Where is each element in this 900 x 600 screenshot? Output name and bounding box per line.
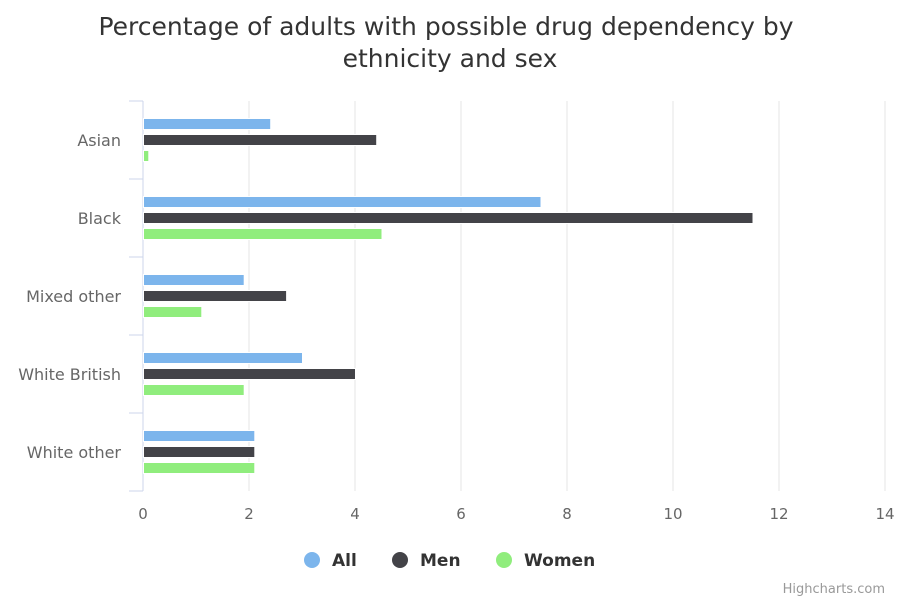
- bar-all-asian[interactable]: [143, 118, 272, 130]
- chart-title: Percentage of adults with possible drug …: [98, 12, 801, 73]
- legend-item-men[interactable]: Men: [392, 551, 461, 571]
- bar-women-black[interactable]: [143, 228, 383, 240]
- x-tick-label: 6: [456, 505, 466, 523]
- chart-title-line-1: Percentage of adults with possible drug …: [98, 12, 793, 41]
- plot-area: [143, 118, 754, 474]
- x-tick-label: 4: [350, 505, 360, 523]
- legend-item-women[interactable]: Women: [496, 551, 595, 571]
- category-label: White other: [27, 443, 122, 462]
- bar-all-black[interactable]: [143, 196, 542, 208]
- bar-all-white-british[interactable]: [143, 352, 303, 364]
- bar-women-white-other[interactable]: [143, 462, 256, 474]
- x-tick-label: 2: [244, 505, 254, 523]
- category-label: White British: [18, 365, 121, 384]
- legend-item-all[interactable]: All: [304, 551, 357, 571]
- bar-women-mixed-other[interactable]: [143, 306, 203, 318]
- bar-women-white-british[interactable]: [143, 384, 245, 396]
- bar-women-asian[interactable]: [143, 150, 150, 162]
- bar-men-asian[interactable]: [143, 134, 378, 146]
- legend: All Men Women: [304, 551, 595, 571]
- chart-title-line-2: ethnicity and sex: [343, 44, 558, 73]
- legend-marker-women: [496, 552, 512, 568]
- x-tick-label: 14: [875, 505, 894, 523]
- x-tick-label: 10: [663, 505, 682, 523]
- gridlines: [248, 101, 886, 491]
- bar-men-white-british[interactable]: [143, 368, 356, 380]
- category-label: Asian: [77, 131, 121, 150]
- credits-text[interactable]: Highcharts.com: [783, 582, 885, 597]
- category-axis: Asian Black Mixed other White British White …: [18, 100, 144, 492]
- category-label: Mixed other: [26, 287, 121, 306]
- value-axis: 0 2 4 6 8 10 12 14: [138, 505, 894, 523]
- bar-men-white-other[interactable]: [143, 446, 256, 458]
- legend-marker-men: [392, 552, 408, 568]
- legend-marker-all: [304, 552, 320, 568]
- bar-men-black[interactable]: [143, 212, 754, 224]
- legend-label: Women: [524, 551, 595, 571]
- legend-label: All: [332, 551, 357, 571]
- bar-men-mixed-other[interactable]: [143, 290, 288, 302]
- legend-label: Men: [420, 551, 461, 571]
- x-tick-label: 8: [562, 505, 572, 523]
- x-tick-label: 0: [138, 505, 148, 523]
- x-tick-label: 12: [769, 505, 788, 523]
- bar-all-white-other[interactable]: [143, 430, 256, 442]
- category-label: Black: [78, 209, 122, 228]
- bar-all-mixed-other[interactable]: [143, 274, 245, 286]
